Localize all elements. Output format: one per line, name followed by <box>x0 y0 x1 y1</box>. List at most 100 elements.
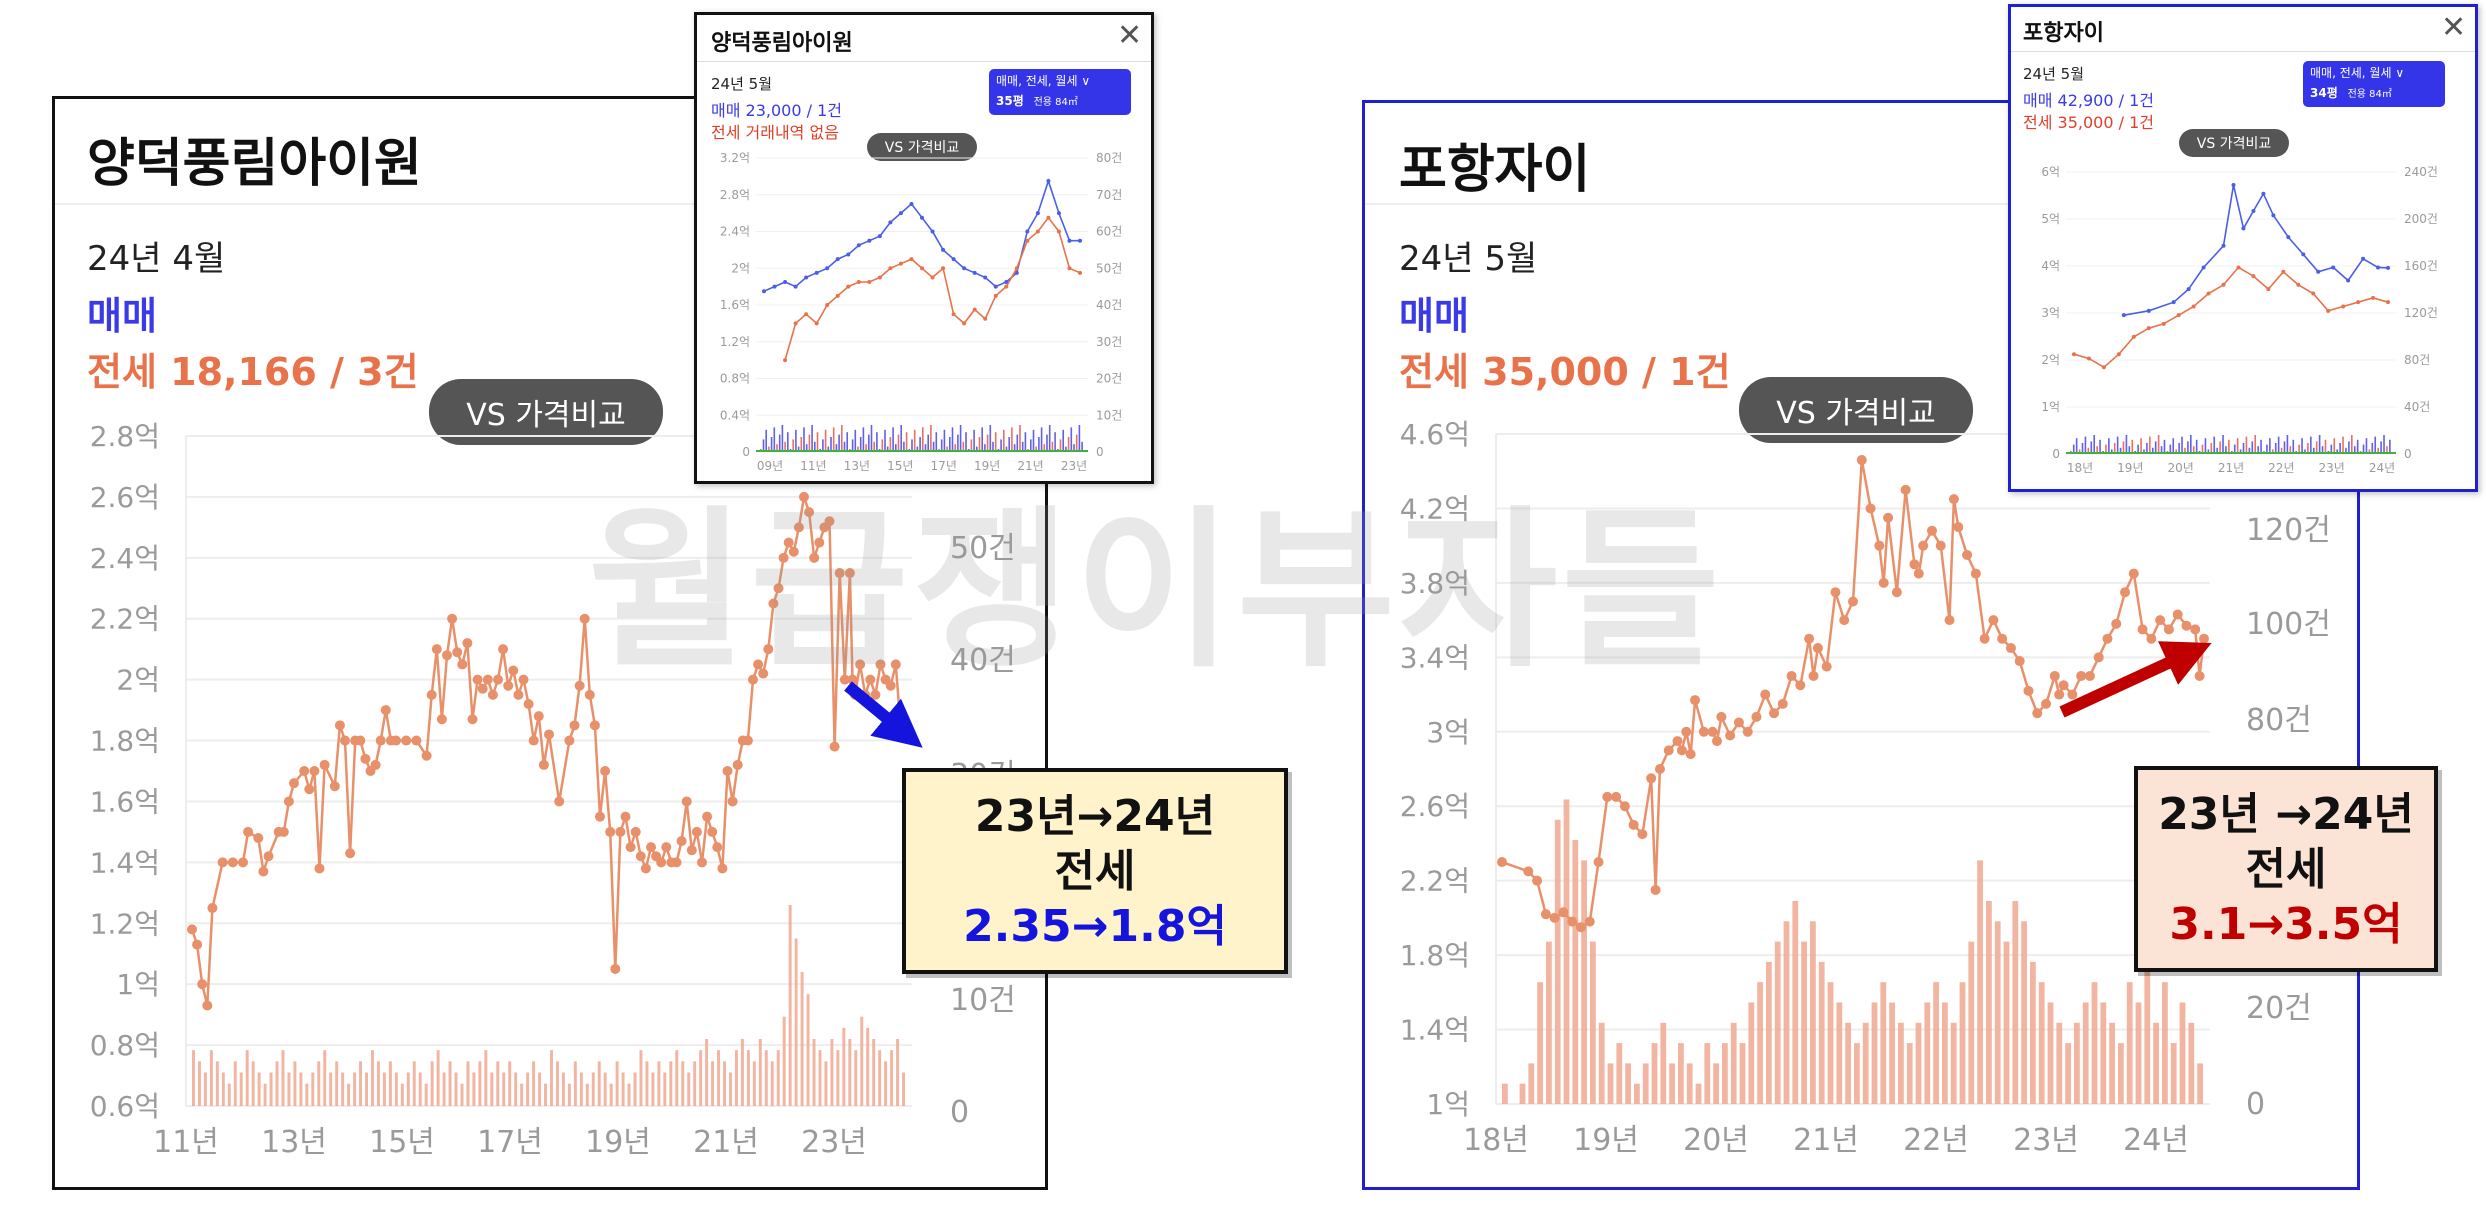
jeonse-point <box>1786 670 1797 681</box>
volume-bar <box>919 437 921 452</box>
jeonse-point <box>309 766 320 776</box>
volume-bar <box>2146 443 2148 454</box>
volume-bar <box>1070 427 1073 452</box>
volume-bar <box>1950 1022 1957 1104</box>
jeonse-point <box>1523 866 1534 877</box>
jeonse-point <box>865 674 876 685</box>
x-tick-label: 11년 <box>800 459 826 473</box>
sale-point <box>2261 191 2266 196</box>
trade-type-select[interactable]: 매매, 전세, 월세 ∨ 34평 전용 84㎡ <box>2303 61 2445 107</box>
jeonse-point <box>742 735 753 746</box>
jeonse-point <box>238 857 248 868</box>
volume-bar <box>836 1050 840 1106</box>
volume-bar <box>1669 1063 1675 1104</box>
volume-bar <box>663 1072 667 1106</box>
volume-bar <box>2283 441 2286 454</box>
vs-compare-button[interactable]: VS 가격비교 <box>429 379 663 445</box>
jeonse-point <box>671 857 682 868</box>
volume-bar <box>591 1072 595 1106</box>
volume-bar <box>1519 1083 1526 1104</box>
jeonse-point <box>2120 587 2131 598</box>
volume-bar <box>412 1061 416 1106</box>
jeonse-point <box>391 735 401 746</box>
jeonse-point <box>2041 698 2052 709</box>
y-tick-label: 0.8억 <box>90 1029 160 1062</box>
jeonse-point <box>289 778 299 789</box>
popup-vs-compare-button[interactable]: VS 가격비교 <box>2179 129 2289 157</box>
jeonse-point <box>844 568 855 579</box>
jeonse-point <box>846 284 851 289</box>
volume-bar <box>573 1061 577 1106</box>
jeonse-point <box>579 613 590 624</box>
jeonse-point <box>2176 313 2181 318</box>
jeonse-point <box>2251 274 2256 279</box>
volume-bar <box>335 1061 339 1106</box>
volume-bar <box>2187 441 2189 454</box>
sale-point <box>1078 238 1082 243</box>
jeonse-point <box>2199 633 2209 644</box>
jeonse-point <box>885 680 896 691</box>
volume-bar <box>251 1061 255 1106</box>
volume-bar <box>827 446 830 452</box>
volume-bar <box>514 1072 518 1106</box>
volume-bar <box>2135 1002 2142 1104</box>
volume-bar <box>884 1061 888 1106</box>
sale-point <box>772 284 777 289</box>
jeonse-point <box>304 784 315 795</box>
volume-bar <box>2110 449 2113 454</box>
close-icon[interactable]: ✕ <box>1117 18 1143 53</box>
jeonse-point <box>243 826 254 837</box>
sale-point <box>930 229 935 234</box>
volume-bar <box>2324 439 2327 454</box>
jeonse-point <box>748 674 758 685</box>
sale-point <box>2331 265 2336 270</box>
volume-bar <box>2125 435 2128 454</box>
volume-bar <box>892 427 894 452</box>
sale-point <box>2251 209 2256 214</box>
jeonse-point <box>2005 643 2016 654</box>
jeonse-point <box>197 979 208 990</box>
volume-bar <box>2082 1002 2089 1104</box>
volume-bar <box>388 1061 392 1106</box>
x-tick-label: 18년 <box>1463 1123 1529 1158</box>
volume-bar <box>699 1050 703 1106</box>
volume-bar <box>932 441 935 452</box>
sale-point <box>1014 270 1019 275</box>
volume-bar <box>645 1061 649 1106</box>
trade-type-select[interactable]: 매매, 전세, 월세 ∨ 35평 전용 84㎡ <box>989 69 1131 115</box>
close-icon[interactable]: ✕ <box>2441 10 2467 45</box>
volume-bar <box>406 1072 410 1106</box>
sale-point <box>2301 252 2306 257</box>
jeonse-point <box>192 939 203 950</box>
jeonse-point <box>569 720 580 731</box>
volume-bar <box>233 1061 237 1106</box>
jeonse-point <box>2386 300 2390 305</box>
jeonse-point <box>888 266 893 271</box>
jeonse-point <box>620 811 631 822</box>
volume-bar <box>2181 436 2183 454</box>
volume-bar <box>681 1061 685 1106</box>
jeonse-point <box>253 833 264 843</box>
volume-bar <box>860 1016 864 1106</box>
jeonse-point <box>1913 568 1924 579</box>
sale-point <box>1035 211 1040 216</box>
sale-point <box>993 284 998 289</box>
popup-vs-compare-button[interactable]: VS 가격비교 <box>867 133 977 161</box>
jeonse-point <box>360 753 371 764</box>
volume-bar <box>544 1083 547 1106</box>
jeonse-point <box>875 659 886 670</box>
volume-bar <box>935 432 938 452</box>
y2-tick-label: 60건 <box>1096 225 1122 239</box>
jeonse-point <box>1611 791 1622 802</box>
jeonse-point <box>656 857 667 868</box>
jeonse-point <box>258 866 269 877</box>
volume-bar <box>2075 438 2078 454</box>
vs-compare-button[interactable]: VS 가격비교 <box>1739 377 1973 443</box>
volume-bar <box>795 429 797 452</box>
volume-bar <box>579 1072 583 1106</box>
sale-point <box>2286 235 2291 240</box>
jeonse-point <box>554 796 565 807</box>
jeonse-point <box>717 863 728 874</box>
sale-point <box>835 257 840 262</box>
jeonse-point <box>681 796 692 807</box>
